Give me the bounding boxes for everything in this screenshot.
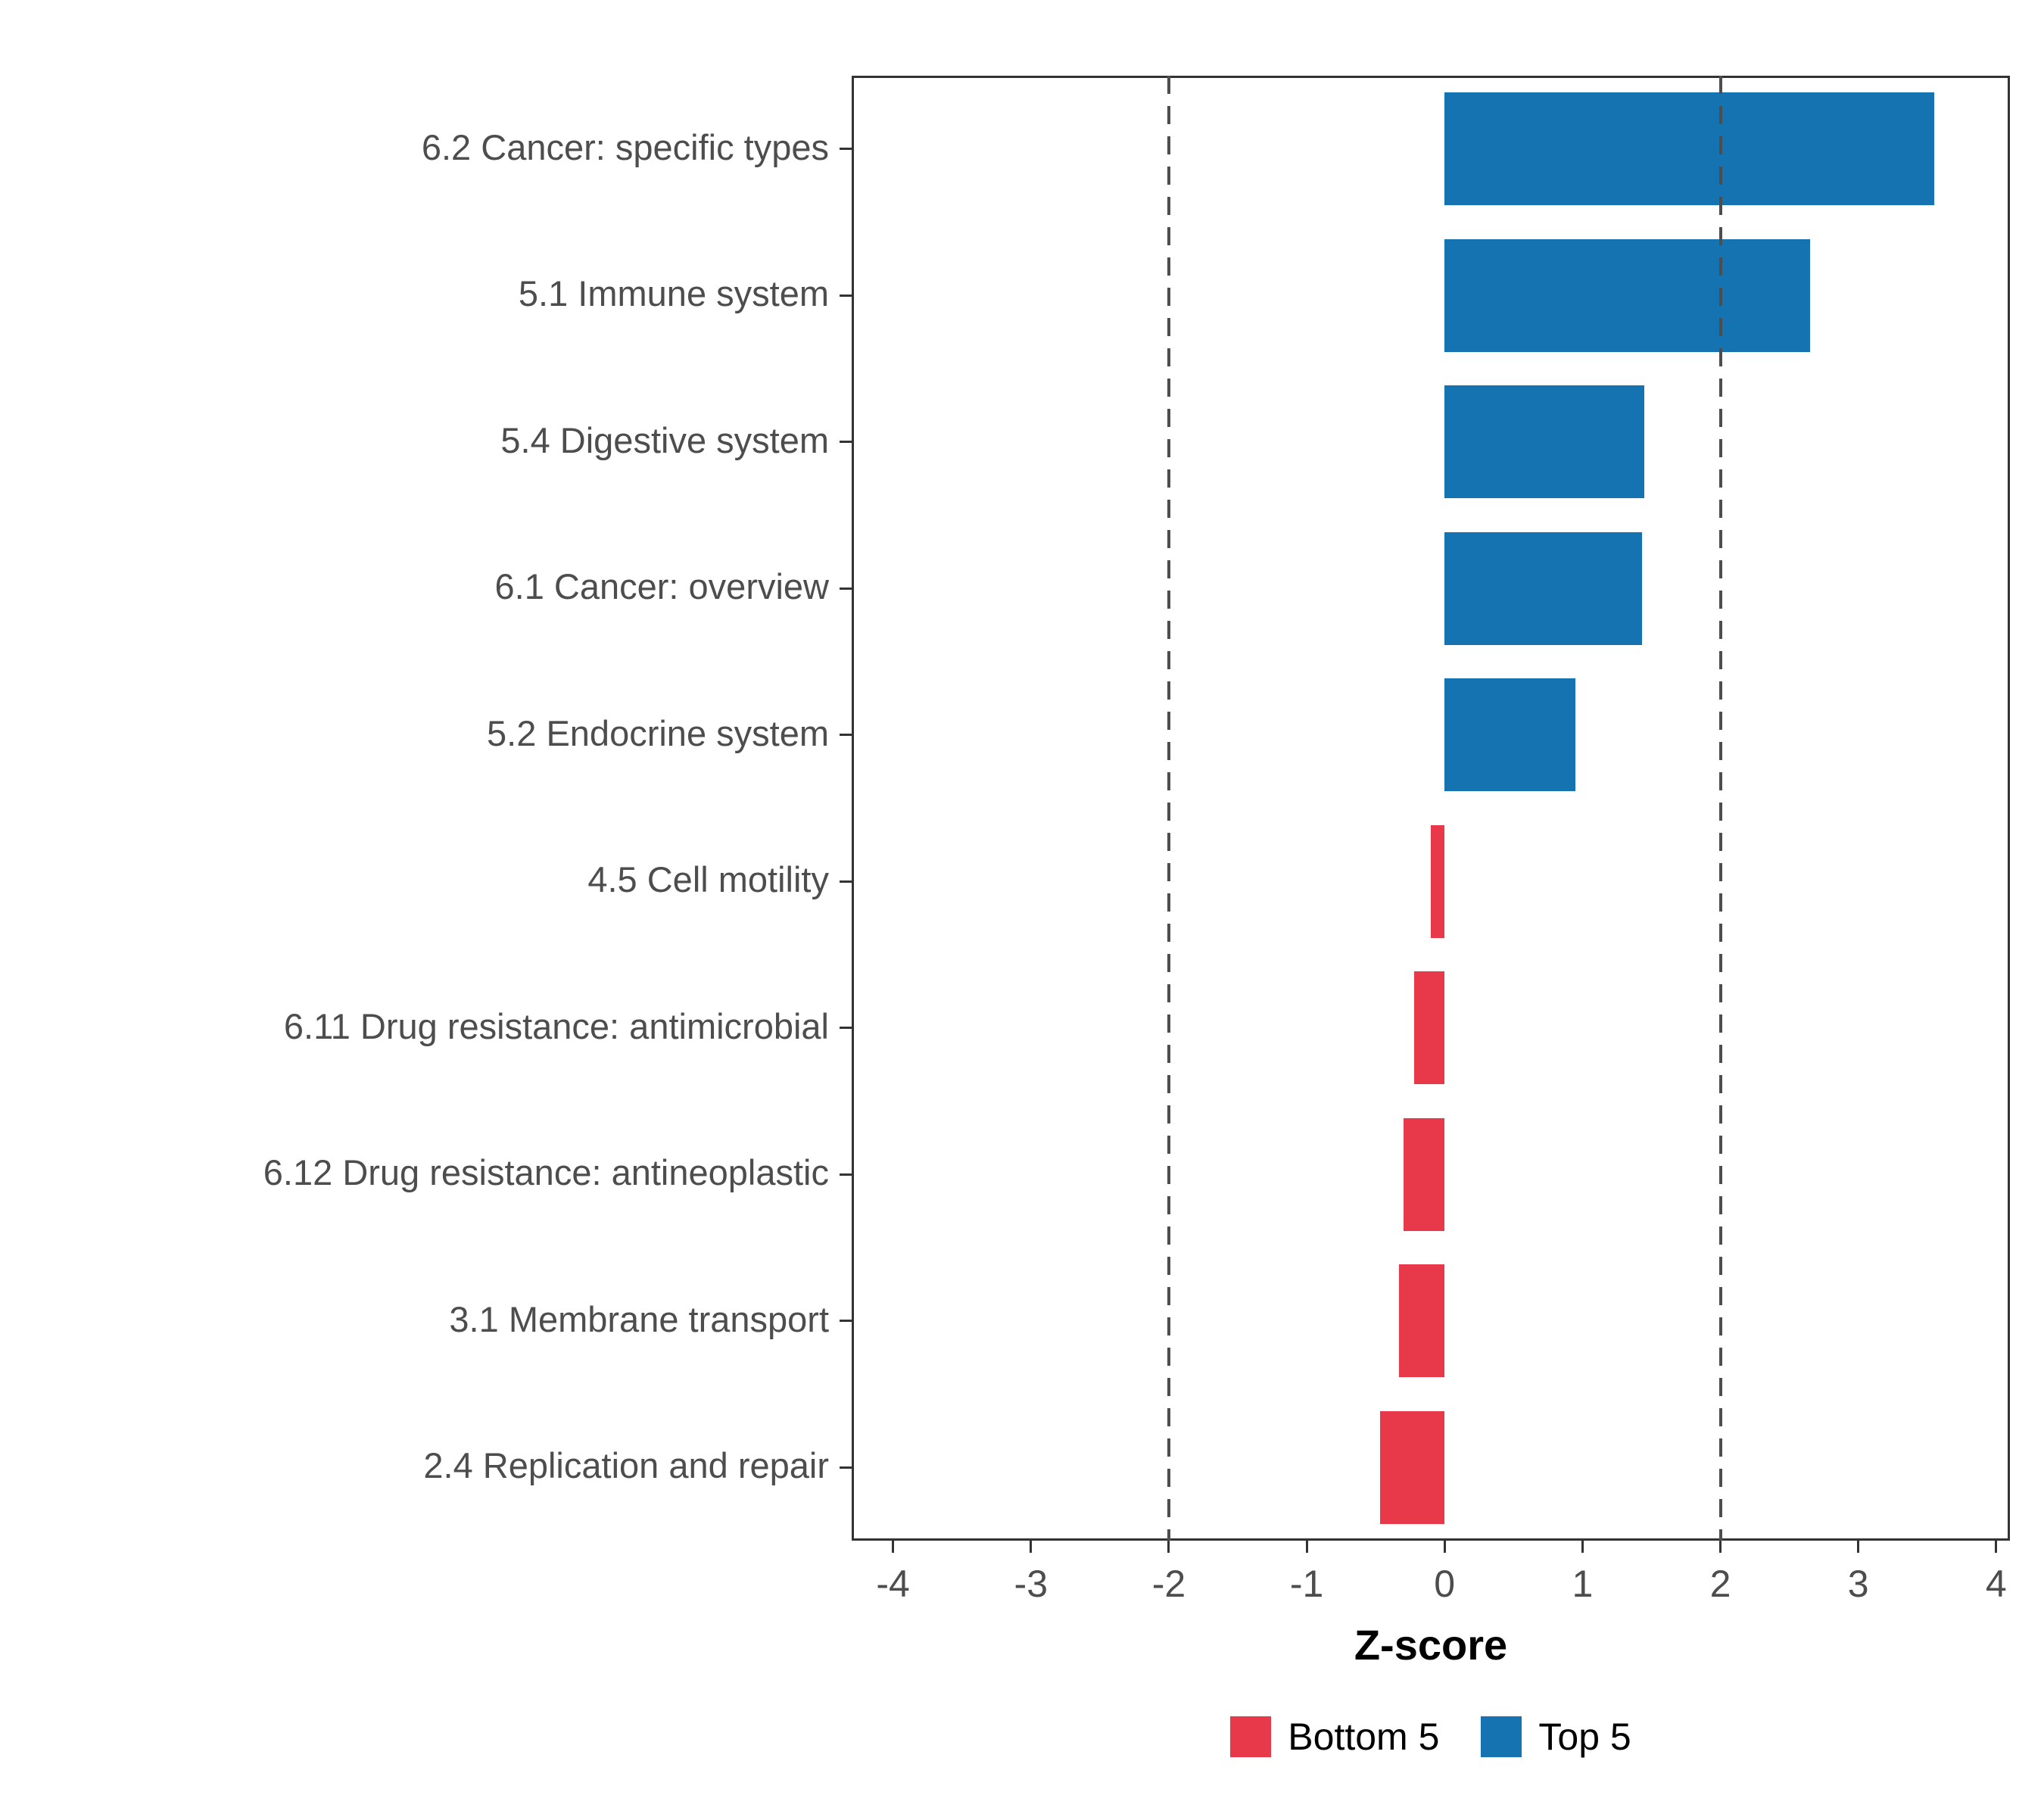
y-tick-mark [840, 880, 852, 883]
y-axis-label: 6.12 Drug resistance: antineoplastic [263, 1152, 829, 1193]
y-axis-label: 5.1 Immune system [518, 273, 829, 314]
x-tick-label: 2 [1709, 1563, 1731, 1605]
x-tick-mark [1581, 1541, 1584, 1553]
x-tick-label: -3 [1014, 1563, 1048, 1605]
x-tick-label: 0 [1434, 1563, 1456, 1605]
bar-6-11-drug-resistance-antimicrobial [1414, 971, 1445, 1085]
x-axis-title: Z-score [1354, 1621, 1508, 1669]
y-axis-label: 5.4 Digestive system [500, 419, 829, 460]
y-axis-label: 6.11 Drug resistance: antimicrobial [283, 1005, 829, 1046]
bar-6-12-drug-resistance-antineoplastic [1403, 1117, 1445, 1231]
legend-swatch-bottom5 [1230, 1716, 1272, 1757]
bar-5-2-endocrine-system [1444, 678, 1576, 792]
y-tick-mark [840, 1466, 852, 1469]
reference-line-2 [1718, 76, 1722, 1541]
bar-3-1-membrane-transport [1399, 1264, 1445, 1378]
x-tick-label: -1 [1289, 1563, 1324, 1605]
x-tick-mark [1305, 1541, 1308, 1553]
x-tick-mark [1167, 1541, 1170, 1553]
y-tick-mark [840, 1027, 852, 1030]
bar-4-5-cell-motility [1431, 824, 1445, 938]
bar-6-2-cancer-specific-types [1444, 92, 1934, 206]
x-tick-mark [1719, 1541, 1722, 1553]
legend-item-bottom5: Bottom 5 [1230, 1715, 1439, 1759]
x-tick-label: 1 [1572, 1563, 1594, 1605]
y-axis-label: 3.1 Membrane transport [449, 1298, 829, 1339]
y-tick-mark [840, 1173, 852, 1176]
x-tick-label: 3 [1847, 1563, 1869, 1605]
bar-5-1-immune-system [1444, 238, 1810, 352]
bar-2-4-replication-and-repair [1379, 1410, 1445, 1524]
bar-5-4-digestive-system [1444, 385, 1645, 499]
x-tick-mark [1443, 1541, 1446, 1553]
x-tick-mark [1857, 1541, 1860, 1553]
x-tick-label: -2 [1151, 1563, 1186, 1605]
reference-line--2 [1167, 76, 1170, 1541]
x-tick-mark [892, 1541, 895, 1553]
y-axis-label: 6.2 Cancer: specific types [421, 126, 829, 167]
x-tick-label: 4 [1985, 1563, 2007, 1605]
y-tick-mark [840, 587, 852, 590]
x-tick-mark [1030, 1541, 1033, 1553]
legend-label-top5: Top 5 [1538, 1716, 1631, 1758]
legend-swatch-top5 [1481, 1716, 1522, 1757]
y-axis-label: 6.1 Cancer: overview [494, 566, 829, 607]
y-tick-mark [840, 148, 852, 151]
y-tick-mark [840, 441, 852, 444]
y-axis-label: 4.5 Cell motility [587, 859, 829, 900]
x-tick-label: -4 [876, 1563, 910, 1605]
y-tick-mark [840, 1320, 852, 1323]
y-tick-mark [840, 734, 852, 737]
bar-6-1-cancer-overview [1444, 531, 1642, 645]
legend: Bottom 5 Top 5 [852, 1715, 2010, 1759]
legend-item-top5: Top 5 [1481, 1715, 1631, 1759]
legend-label-bottom5: Bottom 5 [1288, 1716, 1440, 1758]
y-axis-label: 5.2 Endocrine system [487, 712, 829, 753]
x-tick-mark [1995, 1541, 1998, 1553]
y-axis-label: 2.4 Replication and repair [423, 1445, 829, 1486]
y-tick-mark [840, 294, 852, 297]
